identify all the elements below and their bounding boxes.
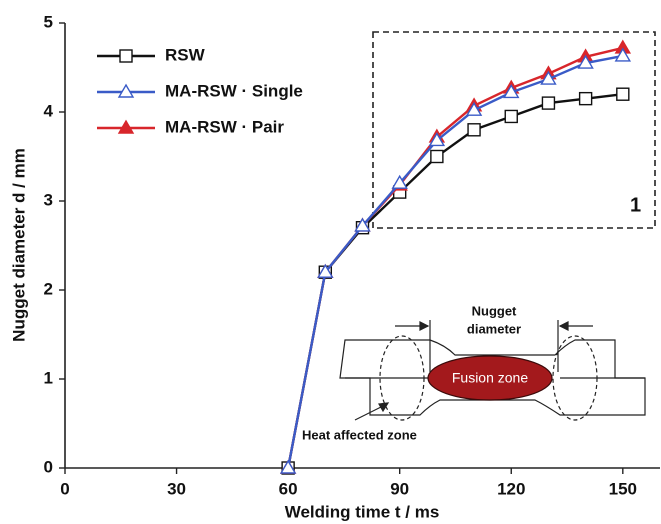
x-tick-label: 30 xyxy=(167,479,186,498)
data-point xyxy=(616,87,630,101)
x-tick-label: 0 xyxy=(60,479,69,498)
inset-label: Heat affected zone xyxy=(302,427,417,442)
legend-label: RSW xyxy=(165,45,206,64)
series-line xyxy=(286,54,624,469)
legend-marker xyxy=(117,119,135,134)
data-point xyxy=(503,84,520,99)
zoom-box xyxy=(372,31,656,229)
data-point xyxy=(504,109,518,124)
zoom-label: 1 xyxy=(630,194,641,216)
data-point xyxy=(279,459,297,474)
data-point xyxy=(465,101,483,116)
legend-label: MA-RSW · Single xyxy=(165,81,303,100)
data-point xyxy=(540,70,557,85)
data-point xyxy=(354,217,371,232)
y-axis-title: Nugget diameter d / mm xyxy=(9,148,28,342)
x-axis-title: Welding time t / ms xyxy=(285,502,440,521)
y-tick-label: 0 xyxy=(44,457,53,476)
inset-label: diameter xyxy=(467,321,521,336)
data-point xyxy=(541,96,556,110)
data-point xyxy=(578,91,593,106)
data-point xyxy=(467,123,481,137)
y-tick-label: 2 xyxy=(44,279,53,298)
data-point xyxy=(391,174,408,189)
legend-label: MA-RSW · Pair xyxy=(165,117,284,136)
inset-label: Fusion zone xyxy=(452,370,528,386)
inset-diagram xyxy=(339,320,646,421)
data-point xyxy=(614,47,632,62)
x-tick-label: 90 xyxy=(390,479,409,498)
x-tick-label: 120 xyxy=(497,479,525,498)
data-point xyxy=(577,54,594,69)
data-point xyxy=(428,132,446,147)
x-tick-label: 150 xyxy=(609,479,637,498)
data-point xyxy=(430,149,444,164)
y-tick-label: 4 xyxy=(44,101,54,120)
y-tick-label: 1 xyxy=(44,368,53,387)
y-tick-label: 5 xyxy=(44,12,53,31)
data-point xyxy=(317,263,334,278)
legend-marker xyxy=(119,49,133,63)
y-tick-label: 3 xyxy=(44,190,53,209)
inset-label: Nugget xyxy=(472,303,517,318)
x-tick-label: 60 xyxy=(279,479,298,498)
legend-marker xyxy=(117,83,135,98)
